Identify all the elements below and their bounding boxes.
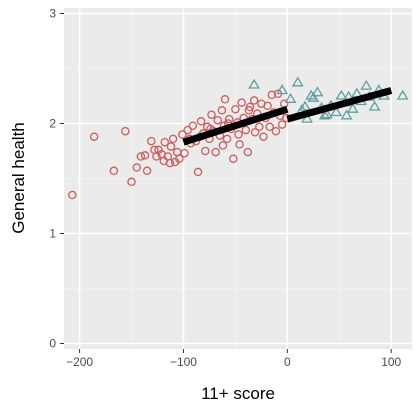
data-point-triangle [340,109,353,120]
data-point-circle [175,154,184,163]
data-point-circle [201,146,210,156]
data-point-circle [220,95,230,104]
data-point-triangle [335,89,348,100]
data-point-circle [235,140,244,149]
axes: −200 −100 0 100 0 1 2 3 [49,7,401,370]
data-point-circle [265,122,274,132]
data-point-circle [267,90,277,100]
y-axis-title: General health [9,122,28,234]
data-point-circle [222,134,232,144]
data-point-circle [217,106,227,115]
data-point-circle [234,130,243,139]
data-point-circle [218,141,228,150]
data-point-triangle [301,112,313,123]
data-point-triangle [330,106,343,117]
data-point-triangle [360,79,373,90]
data-point-circle [89,132,99,141]
data-point-triangle [299,100,311,111]
data-point-circle [142,166,152,176]
data-point-circle [271,126,281,136]
fit-line [286,87,393,123]
data-point-circle [180,148,189,158]
data-point-circle [224,114,234,124]
x-tick-label: −200 [66,355,93,369]
data-point-circle [196,117,206,126]
data-point-circle [183,125,192,135]
data-point-triangle [276,84,289,95]
data-point-circle [213,115,222,125]
data-point-circle [193,167,203,177]
data-point-circle [229,154,238,163]
data-point-circle [160,137,170,147]
data-point-triangle [396,89,409,100]
data-point-circle [277,120,287,129]
grid-minor [64,8,412,349]
data-point-circle [241,125,251,135]
y-tick-label: 1 [49,227,56,241]
data-point-circle [178,130,187,139]
x-tick-label: 0 [284,355,291,369]
data-point-circle [166,142,176,151]
data-point-triangle [305,89,318,100]
data-point-triangle [284,93,297,103]
x-tick-label: −100 [170,355,197,369]
data-point-circle [249,96,259,105]
data-point-circle [121,126,130,136]
data-point-circle [109,166,119,176]
y-tick-label: 0 [49,337,56,351]
data-point-circle [255,122,264,132]
data-point-triangle [346,102,359,113]
y-tick-label: 3 [49,7,56,21]
data-point-circle [152,152,161,161]
data-point-circle [259,132,268,141]
data-point-triangle [311,86,324,97]
data-point-circle [140,151,150,160]
data-point-circle [237,98,246,107]
data-point-circle [136,152,146,161]
data-point-circle [250,128,260,137]
data-point-triangle [320,108,333,119]
data-point-circle [147,136,156,146]
data-point-circle [168,134,178,144]
data-point-circle [188,121,198,130]
data-point-circle [159,156,168,166]
data-point-circle [127,177,136,187]
data-point-triangle [291,76,304,87]
fit-line [182,105,289,146]
x-axis-title: 11+ score [201,384,275,403]
data-point-triangle [368,100,381,111]
data-point-triangle [248,78,261,89]
data-point-triangle [318,109,331,120]
data-point-circle [132,163,141,172]
grid-major [64,8,412,349]
data-point-triangle [307,91,320,102]
data-point-circle [207,110,216,119]
data-point-circle [263,101,272,111]
data-point-circle [68,190,77,200]
y-tick-label: 2 [49,117,56,131]
fit-lines [182,87,393,146]
data-point-circle [231,104,240,114]
data-point-circle [243,147,253,157]
x-tick-label: 100 [381,355,401,369]
data-point-circle [211,147,220,157]
data-point-circle [244,106,254,115]
